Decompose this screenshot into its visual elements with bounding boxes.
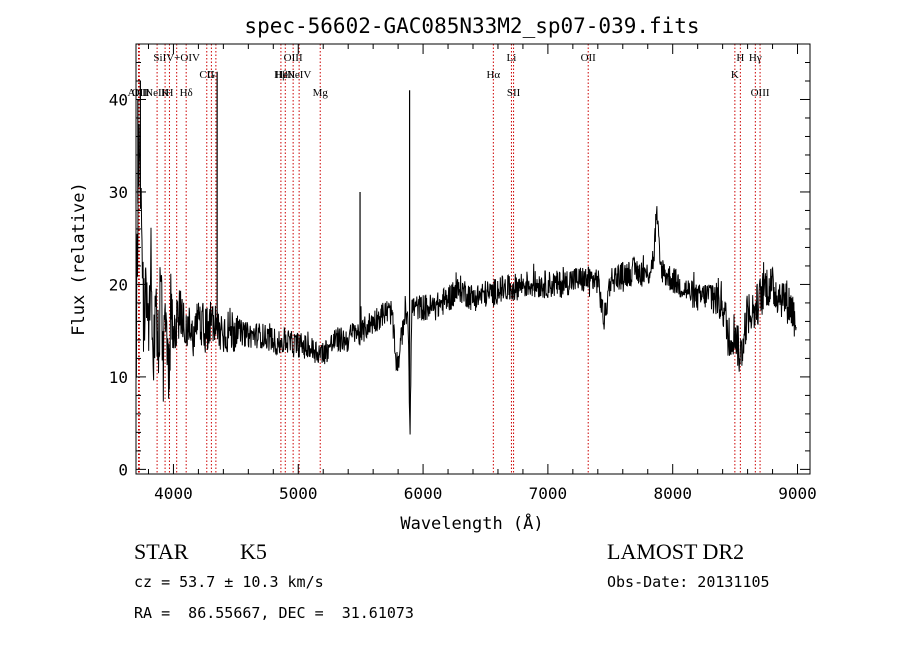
line-marker-label: SiIV+OIV xyxy=(153,52,200,64)
y-axis: 0 10 20 30 40 xyxy=(109,61,810,479)
line-marker-label: H xyxy=(165,87,173,99)
y-tick-label: 10 xyxy=(109,368,128,387)
y-tick-label: 0 xyxy=(118,460,128,479)
line-marker-label: H xyxy=(736,52,744,64)
line-marker-label: SII xyxy=(507,87,521,99)
spectrum-plot xyxy=(135,71,797,435)
observation-date: Obs-Date: 20131105 xyxy=(607,573,770,591)
line-marker-label: CII xyxy=(199,69,214,81)
line-marker-label: Hδ xyxy=(180,87,193,99)
line-marker-label: K xyxy=(731,69,739,81)
x-tick-label: 7000 xyxy=(529,484,568,503)
object-class: STAR xyxy=(134,539,189,564)
y-tick-label: 40 xyxy=(109,90,128,109)
line-marker-label: NeIII xyxy=(145,87,169,99)
line-marker-label: Hγ xyxy=(749,52,762,64)
line-marker-label: Li xyxy=(507,52,517,64)
line-marker-label: NeIV xyxy=(287,69,311,81)
plot-frame xyxy=(135,43,811,475)
y-axis-label: Flux (relative) xyxy=(69,182,89,336)
x-tick-label: 4000 xyxy=(154,484,193,503)
line-marker-label: OIII xyxy=(284,52,303,64)
line-marker-label: OIII xyxy=(751,87,770,99)
chart-title: spec-56602-GAC085N33M2_sp07-039.fits xyxy=(244,14,699,38)
line-marker-label: Mg xyxy=(313,87,329,99)
x-axis: 4000 5000 6000 7000 8000 9000 xyxy=(147,44,817,503)
object-subclass: K5 xyxy=(240,539,267,564)
line-marker-label: K xyxy=(161,87,169,99)
x-axis-label: Wavelength (Å) xyxy=(400,512,543,534)
spectrum-line xyxy=(135,123,797,435)
y-tick-label: 20 xyxy=(109,275,128,294)
coordinates: RA = 86.55667, DEC = 31.61073 xyxy=(134,604,414,622)
line-marker-label: AlIII xyxy=(127,87,149,99)
x-tick-label: 6000 xyxy=(404,484,443,503)
line-marker-label: Hα xyxy=(486,69,500,81)
line-marker-label: HeII xyxy=(275,69,295,81)
x-tick-label: 5000 xyxy=(279,484,318,503)
x-tick-label: 8000 xyxy=(653,484,692,503)
line-marker-label: G xyxy=(207,69,215,81)
line-marker-label: Hβ xyxy=(274,69,288,81)
redshift-velocity: cz = 53.7 ± 10.3 km/s xyxy=(134,573,324,591)
y-tick-label: 30 xyxy=(109,183,128,202)
survey-name: LAMOST DR2 xyxy=(607,539,745,564)
line-marker-label: OII xyxy=(581,52,597,64)
x-tick-label: 9000 xyxy=(778,484,817,503)
